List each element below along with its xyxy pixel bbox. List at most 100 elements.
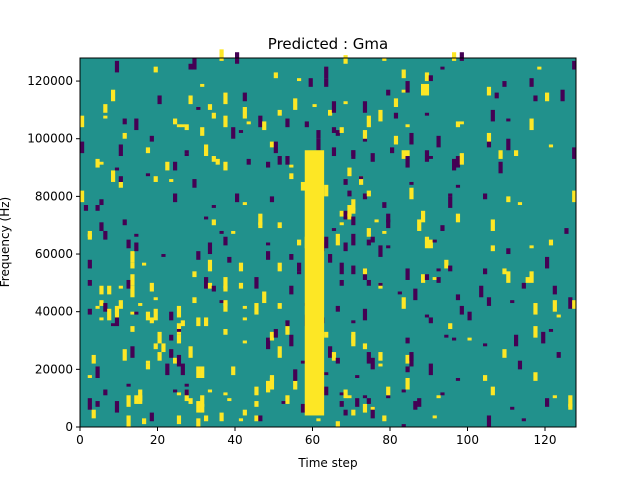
- heatmap-cell: [277, 109, 282, 116]
- heatmap-cell: [355, 398, 360, 407]
- heatmap-cell: [180, 124, 185, 128]
- heatmap-cell: [483, 343, 488, 347]
- heatmap-cell: [514, 150, 519, 157]
- heatmap-cell: [184, 153, 189, 157]
- heatmap-cell: [455, 213, 461, 223]
- heatmap-cell: [188, 398, 193, 404]
- heatmap-cell: [405, 150, 410, 157]
- heatmap-cell: [347, 213, 352, 220]
- heatmap-cell: [99, 222, 104, 231]
- heatmap-cell: [273, 141, 278, 154]
- heatmap-cell: [568, 297, 573, 309]
- heatmap-cell: [196, 366, 201, 378]
- heatmap-cell: [130, 251, 135, 263]
- heatmap-cell: [370, 406, 375, 419]
- heatmap-cell: [421, 210, 426, 223]
- heatmap-cell: [176, 415, 182, 425]
- heatmap-cell: [324, 236, 329, 249]
- heatmap-cell: [211, 112, 216, 119]
- heatmap-cell: [289, 173, 294, 180]
- heatmap-cell: [548, 144, 554, 148]
- heatmap-cell: [351, 199, 356, 211]
- heatmap-cell: [254, 386, 259, 396]
- heatmap-cell: [572, 300, 577, 309]
- heatmap-cell: [432, 415, 437, 419]
- heatmap-cell: [490, 386, 495, 396]
- heatmap-cell: [545, 256, 550, 269]
- y-tick-label: 120000: [27, 74, 73, 88]
- heatmap-cell: [424, 72, 430, 82]
- heatmap-cell: [188, 95, 193, 105]
- heatmap-cell: [401, 424, 406, 427]
- heatmap-cell: [568, 403, 573, 410]
- heatmap-cell: [393, 98, 399, 108]
- heatmap-cell: [277, 156, 282, 165]
- x-tick-label: 40: [227, 433, 242, 447]
- heatmap-cell: [161, 343, 166, 353]
- heatmap-cell: [448, 265, 453, 272]
- heatmap-cell: [145, 360, 151, 364]
- heatmap-cell: [347, 167, 352, 177]
- heatmap-cell: [483, 375, 488, 381]
- heatmap-cell: [409, 352, 414, 361]
- heatmap-cell: [506, 248, 511, 255]
- heatmap-cell: [269, 377, 275, 390]
- heatmap-cell: [95, 205, 100, 211]
- heatmap-cell: [184, 124, 189, 131]
- heatmap-cell: [149, 282, 154, 292]
- heatmap-cell: [173, 161, 178, 171]
- heatmap-cell: [99, 317, 104, 321]
- heatmap-cell: [374, 219, 379, 223]
- heatmap-cell: [200, 83, 205, 87]
- heatmap-cell: [351, 216, 356, 226]
- heatmap-cell: [351, 233, 356, 246]
- heatmap-cell: [114, 167, 120, 171]
- heatmap-cell: [405, 366, 410, 373]
- heatmap-cell: [246, 121, 251, 125]
- heatmap-cell: [87, 279, 92, 286]
- heatmap-cell: [428, 363, 433, 376]
- heatmap-cell: [142, 262, 147, 266]
- heatmap-cell: [215, 158, 220, 165]
- heatmap-cell: [572, 147, 577, 159]
- heatmap-cell: [467, 311, 472, 321]
- heatmap-cell: [297, 78, 302, 82]
- heatmap-cell: [231, 127, 236, 139]
- heatmap-cell: [87, 398, 92, 410]
- heatmap-cell: [514, 334, 519, 347]
- heatmap-cell: [87, 375, 92, 378]
- heatmap-cell: [452, 337, 457, 341]
- heatmap-cell: [293, 369, 298, 381]
- heatmap-cell: [316, 130, 321, 139]
- heatmap-cell: [238, 262, 244, 272]
- heatmap-cell: [111, 170, 116, 182]
- heatmap-cell: [184, 150, 189, 154]
- y-tick-label: 0: [65, 420, 73, 434]
- heatmap-cell: [362, 130, 368, 139]
- heatmap-cell: [285, 118, 290, 128]
- heatmap-cell: [424, 112, 430, 116]
- heatmap-cell: [506, 118, 511, 122]
- heatmap-cell: [238, 418, 244, 422]
- heatmap-cell: [347, 205, 352, 217]
- heatmap-cell: [157, 95, 162, 105]
- heatmap-cell: [393, 135, 399, 145]
- heatmap-cell: [343, 242, 348, 252]
- heatmap-cell: [355, 375, 360, 378]
- heatmap-cell: [130, 326, 135, 332]
- y-tick-label: 80000: [35, 189, 73, 203]
- heatmap-cell: [397, 291, 402, 295]
- heatmap-cell: [572, 60, 577, 70]
- heatmap-cell: [351, 409, 356, 416]
- heatmap-cell: [382, 230, 387, 234]
- heatmap-cell: [362, 395, 368, 399]
- heatmap-cell: [277, 222, 282, 229]
- heatmap-cell: [343, 409, 348, 416]
- heatmap-cell: [351, 320, 356, 324]
- heatmap-cell: [552, 395, 557, 399]
- plot-frame: [79, 57, 577, 428]
- heatmap-cell: [107, 285, 112, 295]
- heatmap-cell: [436, 268, 441, 272]
- heatmap-cell: [169, 311, 174, 321]
- heatmap-cell: [370, 236, 375, 243]
